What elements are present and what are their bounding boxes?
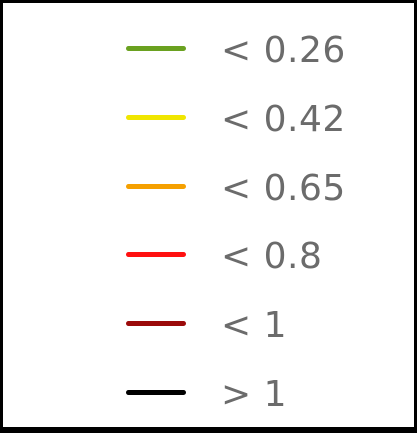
- legend-label: < 0.42: [221, 99, 346, 140]
- legend-line-swatch: [126, 184, 186, 189]
- legend-label: < 0.8: [221, 236, 323, 277]
- legend-row: < 0.26: [3, 26, 414, 76]
- legend-row: < 0.65: [3, 164, 414, 214]
- legend-line-swatch: [126, 252, 186, 257]
- legend-label: < 0.65: [221, 168, 346, 209]
- legend-row: < 0.42: [3, 95, 414, 145]
- legend-line-swatch: [126, 46, 186, 51]
- legend-row: < 1: [3, 301, 414, 351]
- legend-line-swatch: [126, 321, 186, 326]
- legend-label: < 0.26: [221, 30, 346, 71]
- legend-label: > 1: [221, 374, 288, 415]
- legend-row: > 1: [3, 370, 414, 420]
- legend-line-swatch: [126, 390, 186, 395]
- legend-label: < 1: [221, 305, 288, 346]
- legend-row: < 0.8: [3, 232, 414, 282]
- legend-line-swatch: [126, 115, 186, 120]
